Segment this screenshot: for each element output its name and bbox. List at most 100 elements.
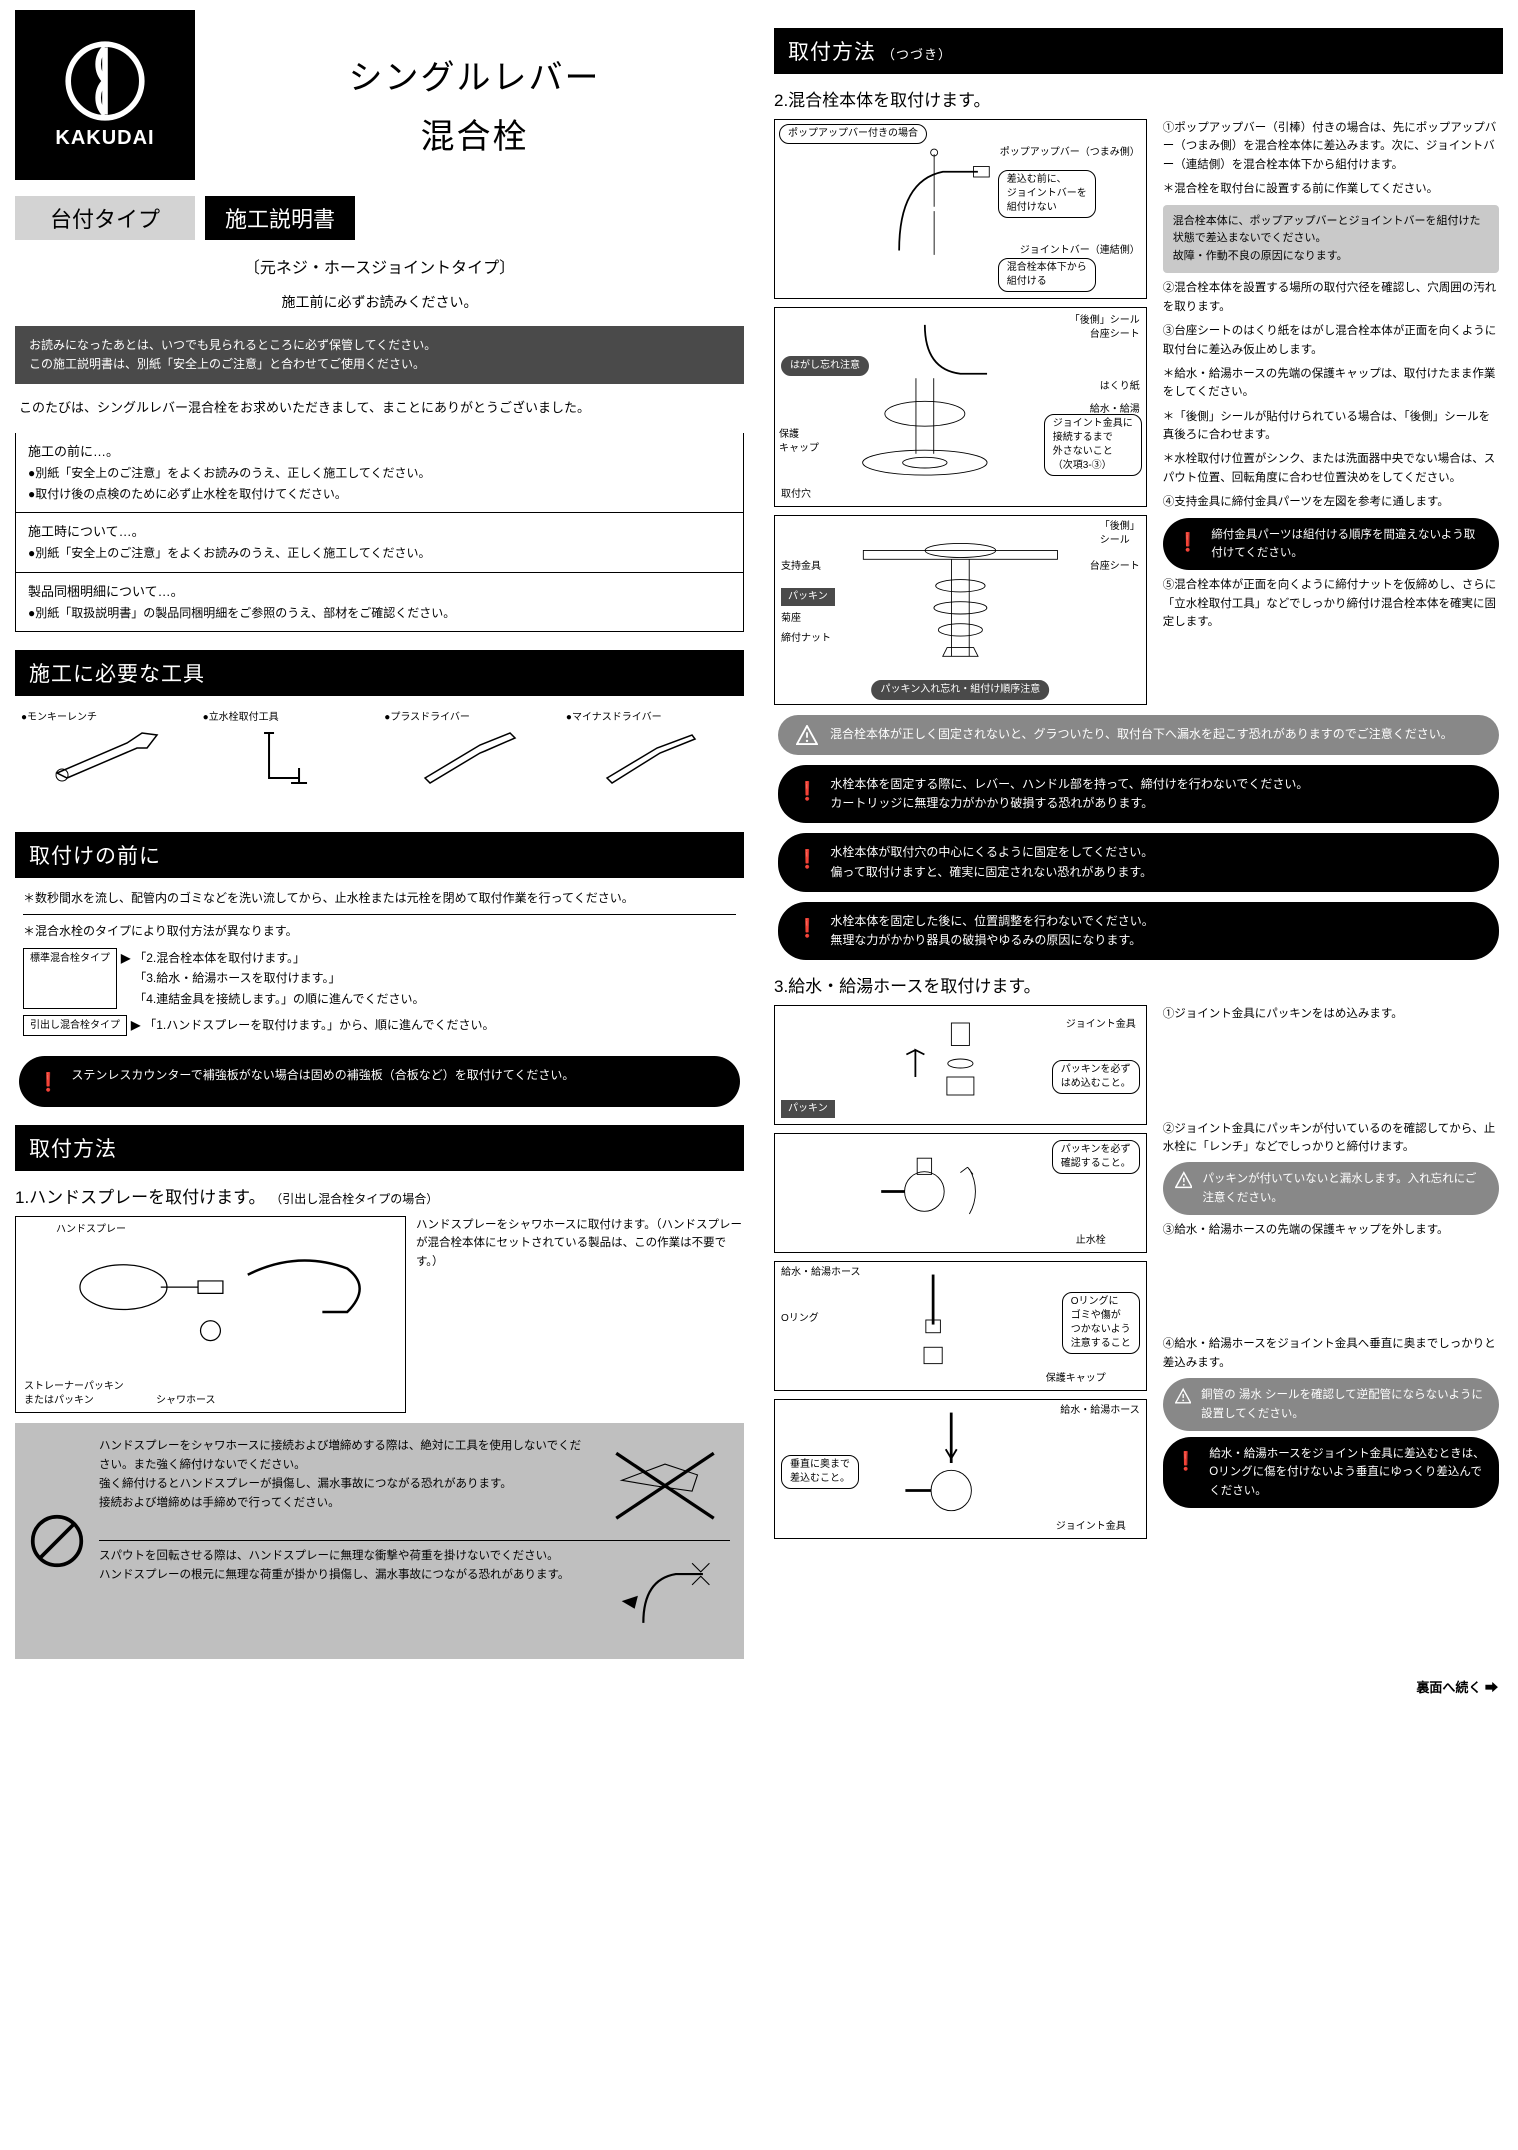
arrow-icon: ▶ — [121, 948, 130, 1009]
exclamation-icon: ❗ — [796, 914, 818, 943]
section-tools: 施工に必要な工具 — [15, 650, 744, 696]
exclamation-icon: ❗ — [796, 777, 818, 806]
subtitle: 〔元ネジ・ホースジョイントタイプ〕 — [15, 254, 744, 278]
step1-description: ハンドスプレーをシャワホースに取付けます。（ハンドスプレーが混合栓本体にセットさ… — [416, 1216, 744, 1413]
during-construction-box: 施工時について…。 別紙「安全上のご注意」をよくお読みのうえ、正しく施工してくだ… — [15, 513, 744, 572]
brand-logo-block: KAKUDAI — [15, 10, 195, 180]
diagram-3-2: パッキンを必ず 確認すること。 止水栓 — [774, 1133, 1147, 1253]
inst-2-3: ③台座シートのはくり紙をはがし混合栓本体が正面を向くように取付台に差込み仮止めし… — [1163, 322, 1499, 359]
warn-2d: ❗ 水栓本体を固定した後に、位置調整を行わないでください。 無理な力がかかり器具… — [778, 902, 1499, 960]
protect-cap-label: 保護 キャップ — [779, 428, 819, 456]
tool-label-4: マイナスドライバー — [566, 708, 738, 723]
tool-label-2: 立水栓取付工具 — [203, 708, 375, 723]
inst-2-1s: ＊混合栓を取付台に設置する前に作業してください。 — [1163, 180, 1499, 198]
faucet-wrench-icon — [203, 723, 375, 793]
warn-counter-text: ステンレスカウンターで補強板がない場合は固めの補強板（合板など）を取付けてくださ… — [71, 1066, 574, 1085]
stopcock-label: 止水栓 — [1076, 1234, 1106, 1248]
warn-2b: ❗ 水栓本体を固定する際に、レバー、ハンドル部を持って、締付けを行わないでくださ… — [778, 765, 1499, 823]
prohibit-icon — [29, 1513, 85, 1569]
support-label: 支持金具 — [781, 560, 821, 574]
order-caution: パッキン入れ忘れ・組付け順序注意 — [872, 680, 1050, 700]
pullout-steps: 「1.ハンドスプレーを取付けます。」から、順に進んでください。 — [144, 1015, 494, 1036]
label-strainer: ストレーナーパッキン またはパッキン — [24, 1380, 124, 1408]
install-cont-text: 取付方法 — [788, 41, 876, 64]
storage-notice-box: お読みになったあとは、いつでも見られるところに必ず保管してください。 この施工説… — [15, 326, 744, 384]
tool-flathead: マイナスドライバー — [566, 708, 738, 796]
step1-title-text: 1.ハンドスプレーを取付けます。 — [15, 1188, 265, 1207]
tool-label-1: モンキーレンチ — [21, 708, 193, 723]
standard-steps: 「2.混合栓本体を取付けます。」 「3.給水・給湯ホースを取付けます。」 「4.… — [134, 948, 424, 1009]
diagram-fastening: 「後側」 シール 支持金具 台座シート パッキン 菊座 締付ナット パッキン入れ… — [774, 515, 1147, 705]
rear-seal-label: 「後側」シール — [1070, 314, 1140, 328]
tool-label-3: プラスドライバー — [384, 708, 556, 723]
inst-2-3s3: ＊水栓取付け位置がシンク、または洗面器中央でない場合は、スパウト位置、回転角度に… — [1163, 450, 1499, 487]
document-type-label: 施工説明書 — [205, 196, 355, 240]
packing-tag: パッキン — [781, 588, 835, 606]
phillips-driver-icon — [384, 723, 556, 793]
section-before-install: 取付けの前に — [15, 832, 744, 878]
step1-title: 1.ハンドスプレーを取付けます。 （引出し混合栓タイプの場合） — [15, 1183, 744, 1208]
tools-row: モンキーレンチ 立水栓取付工具 プラスドライバー マイナスドライバー — [15, 696, 744, 814]
flush-note: 数秒間水を流し、配管内のゴミなどを洗い流してから、止水栓または元栓を閉めて取付作… — [23, 888, 736, 908]
cap-label: 保護キャップ — [1046, 1372, 1106, 1386]
inst-3-1: ①ジョイント金具にパッキンをはめ込みます。 — [1163, 1005, 1499, 1023]
exclamation-icon: ❗ — [37, 1068, 59, 1097]
inst-2-1: ①ポップアップバー（引棒）付きの場合は、先にポップアップバー（つまみ側）を混合栓… — [1163, 119, 1499, 174]
from-below-callout: 混合栓本体下から 組付ける — [998, 258, 1096, 292]
diagram-base-sheet: 「後側」シール 台座シート はがし忘れ注意 はくり紙 給水・給湯 ホース 保護 … — [774, 307, 1147, 507]
warn-2b-text: 水栓本体を固定する際に、レバー、ハンドル部を持って、締付けを行わないでください。… — [830, 775, 1308, 813]
parts-title: 製品同梱明細について…。 — [28, 581, 731, 603]
type-diff-note: 混合水栓のタイプにより取付方法が異なります。 — [23, 921, 736, 941]
popup-knob-label: ポップアップバー（つまみ側） — [1000, 146, 1140, 160]
before-bullet-1: 別紙「安全上のご注意」をよくお読みのうえ、正しく施工してください。 — [28, 463, 731, 483]
step3-title: 3.給水・給湯ホースを取付けます。 — [774, 972, 1503, 997]
warn-order-text: 締付金具パーツは組付ける順序を間違えないよう取付けてください。 — [1211, 526, 1485, 563]
pre-install-note: 数秒間水を流し、配管内のゴミなどを洗い流してから、止水栓または元栓を閉めて取付作… — [15, 878, 744, 1046]
parts-bullet-1: 別紙「取扱説明書」の製品同梱明細をご参照のうえ、部材をご確認ください。 — [28, 603, 731, 623]
tool-faucet-wrench: 立水栓取付工具 — [203, 708, 375, 796]
prohibit-text-2: スパウトを回転させる際は、ハンドスプレーに無理な衝撃や荷重を掛けないでください。… — [99, 1547, 590, 1645]
warn-3b-text: 銅管の 湯水 シールを確認して逆配管にならないように設置してください。 — [1201, 1386, 1487, 1423]
caution-triangle-icon — [1175, 1170, 1193, 1190]
label-handspray: ハンドスプレー — [56, 1223, 126, 1237]
peel-paper-label: はくり紙 — [1100, 380, 1140, 394]
inst-2-3s2: ＊「後側」シールが貼付けられている場合は、「後側」シールを真後ろに合わせます。 — [1163, 408, 1499, 445]
tag-pullout: 引出し混合栓タイプ — [23, 1015, 127, 1036]
oring-note-callout: Oリングに ゴミや傷が つかないよう 注意すること — [1062, 1292, 1140, 1354]
storage-notice-1: お読みになったあとは、いつでも見られるところに必ず保管してください。 — [29, 336, 730, 355]
diagram-3-4: 給水・給湯ホース 垂直に奥まで 差込むこと。 ジョイント金具 — [774, 1399, 1147, 1539]
nut-label: 締付ナット — [781, 632, 831, 646]
hose-label-4: 給水・給湯ホース — [1060, 1404, 1140, 1418]
cont-suffix: （つづき） — [882, 47, 952, 62]
brand-name: KAKUDAI — [55, 127, 154, 150]
chrys-label: 菊座 — [781, 612, 801, 626]
inst-2-5: ⑤混合栓本体が正面を向くように締付ナットを仮締めし、さらに「立水栓取付工具」など… — [1163, 576, 1499, 631]
warn-order: ❗ 締付金具パーツは組付ける順序を間違えないよう取付けてください。 — [1163, 518, 1499, 571]
storage-notice-2: この施工説明書は、別紙「安全上のご注意」と合わせてご使用ください。 — [29, 355, 730, 374]
fastening-svg — [783, 524, 1138, 674]
flathead-driver-icon — [566, 723, 738, 793]
exclamation-icon: ❗ — [796, 845, 818, 874]
diagram-popup-bar: ポップアップバー付きの場合 ポップアップバー（つまみ側） 差込む前に、 ジョイン… — [774, 119, 1147, 299]
section-install: 取付方法 — [15, 1125, 744, 1171]
inst-2-2: ②混合栓本体を設置する場所の取付穴径を確認し、穴周囲の汚れを取ります。 — [1163, 279, 1499, 316]
during-bullet-1: 別紙「安全上のご注意」をよくお読みのうえ、正しく施工してください。 — [28, 543, 731, 563]
product-title-1: シングルレバー — [205, 50, 744, 99]
warn-3b: 銅管の 湯水 シールを確認して逆配管にならないように設置してください。 — [1163, 1378, 1499, 1431]
warn-2a: 混合栓本体が正しく固定されないと、グラついたり、取付台下へ漏水を起こす恐れがあり… — [778, 715, 1499, 755]
insert-callout: 垂直に奥まで 差込むこと。 — [781, 1455, 859, 1489]
mount-type-label: 台付タイプ — [15, 196, 195, 240]
step2-instructions: ①ポップアップバー（引棒）付きの場合は、先にポップアップバー（つまみ側）を混合栓… — [1159, 119, 1503, 705]
product-title-2: 混合栓 — [205, 109, 744, 158]
joint-label-4: ジョイント金具 — [1056, 1520, 1126, 1534]
handspray-diagram: ハンドスプレー ストレーナーパッキン またはパッキン シャワホース — [15, 1216, 406, 1413]
oring-label: Oリング — [781, 1312, 819, 1326]
during-title: 施工時について…。 — [28, 521, 731, 543]
mount-hole-label: 取付穴 — [781, 488, 811, 502]
confirm-callout: パッキンを必ず 確認すること。 — [1052, 1140, 1140, 1174]
exclamation-icon: ❗ — [1175, 1447, 1197, 1476]
tool-phillips: プラスドライバー — [384, 708, 556, 796]
read-before-notice: 施工前に必ずお読みください。 — [15, 292, 744, 312]
warn-3a-text: パッキンが付いていないと漏水します。入れ忘れにご注意ください。 — [1202, 1170, 1487, 1207]
hose-label-3: 給水・給湯ホース — [781, 1266, 861, 1280]
